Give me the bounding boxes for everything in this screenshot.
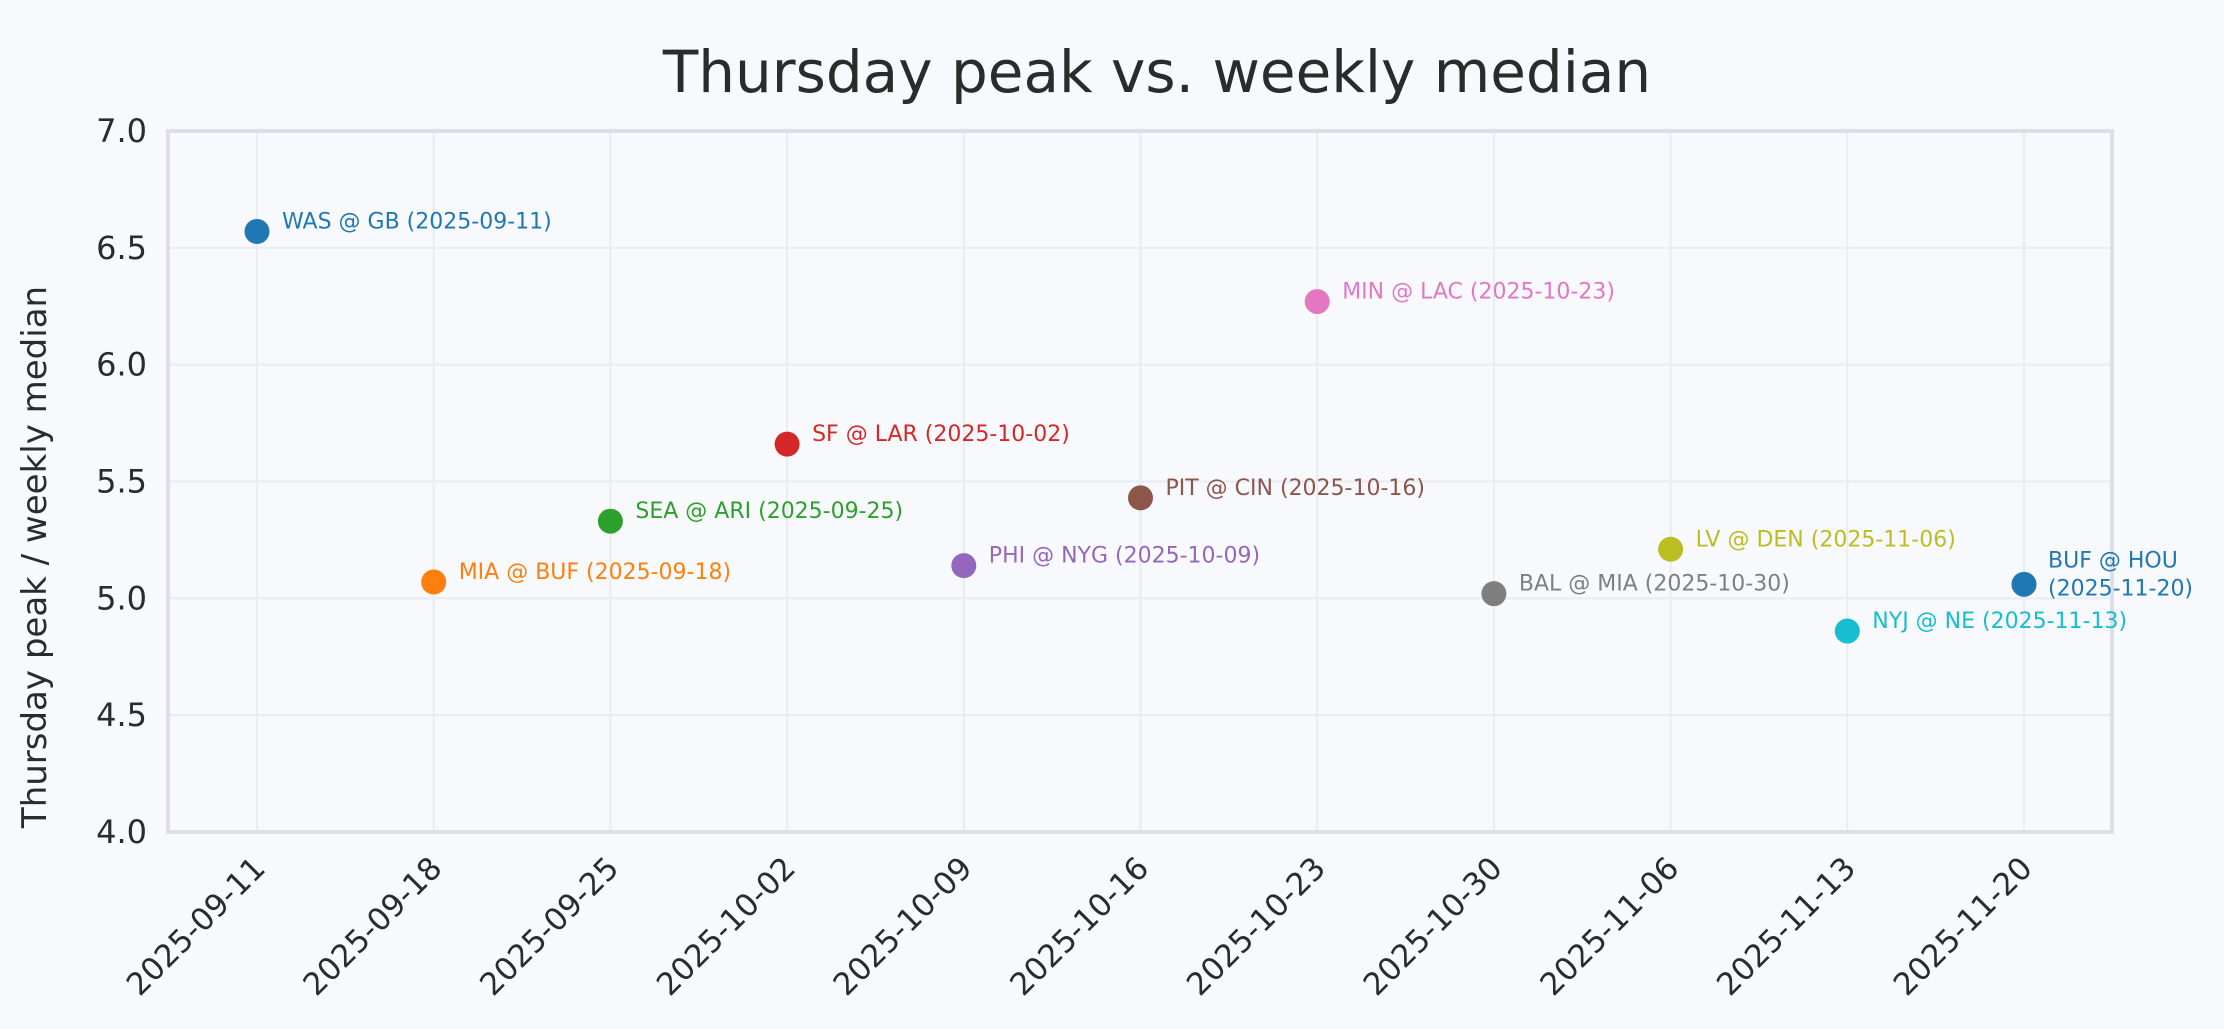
x-tick-label: 2025-10-30 bbox=[1357, 850, 1510, 1003]
x-tick-label: 2025-09-18 bbox=[297, 850, 450, 1003]
point-label: NYJ @ NE (2025-11-13) bbox=[1872, 609, 2127, 634]
x-tick-label: 2025-11-13 bbox=[1710, 850, 1863, 1003]
point-label: LV @ DEN (2025-11-06) bbox=[1696, 527, 1956, 552]
y-tick-label: 4.0 bbox=[96, 813, 147, 851]
y-tick-label: 7.0 bbox=[96, 112, 147, 150]
grid bbox=[168, 130, 2112, 833]
point-label: PHI @ NYG (2025-10-09) bbox=[989, 544, 1260, 569]
data-point bbox=[244, 218, 270, 244]
point-label: BUF @ HOU (2025-11-20) bbox=[2048, 548, 2193, 601]
y-tick-label: 5.0 bbox=[96, 579, 147, 617]
x-tick-label: 2025-11-20 bbox=[1887, 850, 2040, 1003]
point-label: WAS @ GB (2025-09-11) bbox=[282, 209, 552, 234]
point-label: SEA @ ARI (2025-09-25) bbox=[635, 499, 903, 524]
y-tick-label: 5.5 bbox=[96, 463, 147, 501]
data-point bbox=[951, 553, 977, 579]
data-points bbox=[244, 218, 2037, 644]
data-point bbox=[1658, 536, 1684, 562]
data-point bbox=[2011, 571, 2037, 597]
y-axis-label: Thursday peak / weekly median bbox=[15, 286, 55, 829]
y-tick-labels: 4.0 4.5 5.0 5.5 6.0 6.5 7.0 bbox=[96, 112, 147, 851]
point-label: SF @ LAR (2025-10-02) bbox=[812, 422, 1070, 447]
x-tick-label: 2025-11-06 bbox=[1533, 850, 1686, 1003]
y-tick-label: 4.5 bbox=[96, 696, 147, 734]
data-point bbox=[1834, 618, 1860, 644]
x-tick-label: 2025-10-02 bbox=[650, 850, 803, 1003]
point-label: BAL @ MIA (2025-10-30) bbox=[1519, 572, 1790, 597]
y-tick-label: 6.0 bbox=[96, 346, 147, 384]
data-point bbox=[1304, 289, 1330, 315]
data-point bbox=[1128, 485, 1153, 511]
plot-frame bbox=[166, 129, 2114, 834]
x-tick-label: 2025-09-11 bbox=[120, 850, 273, 1003]
chart-title: Thursday peak vs. weekly median bbox=[662, 38, 1651, 106]
y-tick-label: 6.5 bbox=[96, 229, 147, 267]
x-tick-label: 2025-09-25 bbox=[473, 850, 626, 1003]
point-label: MIA @ BUF (2025-09-18) bbox=[459, 560, 731, 585]
x-tick-label: 2025-10-09 bbox=[827, 850, 980, 1003]
data-point bbox=[1481, 581, 1507, 607]
x-tick-label: 2025-10-23 bbox=[1180, 850, 1333, 1003]
x-tick-label: 2025-10-16 bbox=[1003, 850, 1156, 1003]
point-labels: WAS @ GB (2025-09-11) MIA @ BUF (2025-09-… bbox=[282, 209, 2193, 634]
data-point bbox=[774, 431, 800, 457]
data-point bbox=[421, 569, 447, 595]
point-label: MIN @ LAC (2025-10-23) bbox=[1342, 280, 1615, 305]
point-label: PIT @ CIN (2025-10-16) bbox=[1166, 476, 1426, 501]
x-tick-labels: 2025-09-11 2025-09-18 2025-09-25 2025-10-02… bbox=[120, 850, 2040, 1003]
data-point bbox=[597, 508, 623, 534]
